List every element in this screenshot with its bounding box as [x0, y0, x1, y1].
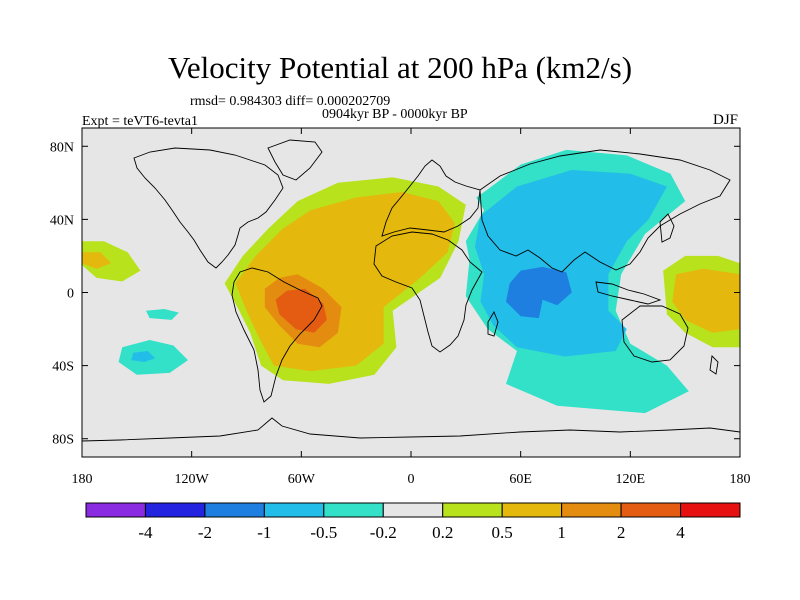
contour-pacific-orange-northeast [82, 252, 112, 269]
x-tick-label: 60E [509, 472, 532, 487]
chart-title: Velocity Potential at 200 hPa (km2/s) [167, 50, 633, 85]
y-tick-label: 80S [52, 433, 74, 448]
contour-pacific-teal-north [140, 193, 201, 231]
experiment-label: Expt = teVT6-tevta1 [82, 114, 198, 129]
colorbar-swatch [144, 502, 206, 518]
contour-pacific-lightblue-equator [146, 309, 179, 320]
contour-pacific-blue-spot [131, 351, 156, 362]
contour-arctic-teal-west [82, 135, 329, 169]
coastline-new-zealand [709, 355, 719, 375]
colorbar-swatch [382, 502, 444, 518]
colorbar-label: 4 [676, 523, 685, 542]
colorbar-label: -4 [138, 523, 153, 542]
coastline-madagascar [487, 310, 499, 337]
x-tick-label: 0 [408, 472, 415, 487]
colorbar-label: -2 [198, 523, 212, 542]
contour-amazon-red-orange [275, 288, 327, 333]
x-tick-label: 180 [72, 472, 93, 487]
x-tick-label: 120W [175, 472, 210, 487]
x-axis: 180 120W 60W 0 60E 120E 180 [72, 128, 751, 487]
y-axis: 80N 40N 0 40S 80S [50, 140, 740, 448]
y-tick-label: 80N [50, 140, 74, 155]
coastline-south-america [231, 267, 323, 403]
coastline-africa [373, 231, 483, 353]
colorbar-swatch [442, 502, 503, 518]
colorbar-label: 0.2 [432, 523, 453, 542]
contour-central-deep-blue [506, 266, 572, 319]
coastline-asia [479, 149, 731, 273]
x-tick-label: 120E [616, 472, 646, 487]
coastline-antarctica [82, 417, 740, 442]
stats-line: rmsd= 0.984303 diff= 0.000202709 [190, 94, 391, 109]
colorbar-label: 0.5 [492, 523, 513, 542]
season-label: DJF [712, 112, 738, 128]
contour-west-pacific-orange [672, 268, 740, 333]
colorbar-label: -1 [257, 523, 271, 542]
colorbar-swatch [323, 502, 384, 518]
colorbar-swatch [263, 502, 325, 518]
coastline-europe [381, 159, 481, 237]
x-tick-label: 180 [730, 472, 751, 487]
coastline-greenland [267, 139, 323, 181]
colorbar-swatch [620, 502, 682, 518]
y-tick-label: 40S [52, 360, 74, 375]
colorbar-swatch [204, 502, 265, 518]
x-tick-label: 60W [288, 472, 316, 487]
colorbar: -4 -2 -1 -0.5 -0.2 0.2 0.5 1 2 4 [85, 502, 741, 542]
colorbar-swatch [561, 502, 622, 518]
colorbar-label: 1 [557, 523, 566, 542]
contour-layer [82, 135, 740, 443]
coastline-indonesia [595, 281, 662, 305]
coastline-layer [82, 139, 740, 442]
colorbar-swatch [680, 502, 741, 518]
contour-pacific-yellow-northeast [82, 241, 141, 282]
colorbar-label: -0.5 [310, 523, 337, 542]
colorbar-label: 2 [617, 523, 626, 542]
coastline-north-america [133, 147, 284, 269]
y-tick-label: 0 [67, 287, 74, 302]
colorbar-swatch [501, 502, 563, 518]
coastline-australia [621, 305, 689, 363]
coastline-japan [659, 213, 675, 243]
y-tick-label: 40N [50, 213, 74, 228]
colorbar-swatch [85, 502, 146, 518]
colorbar-label: -0.2 [370, 523, 397, 542]
period-label: 0904kyr BP - 0000kyr BP [322, 107, 468, 122]
